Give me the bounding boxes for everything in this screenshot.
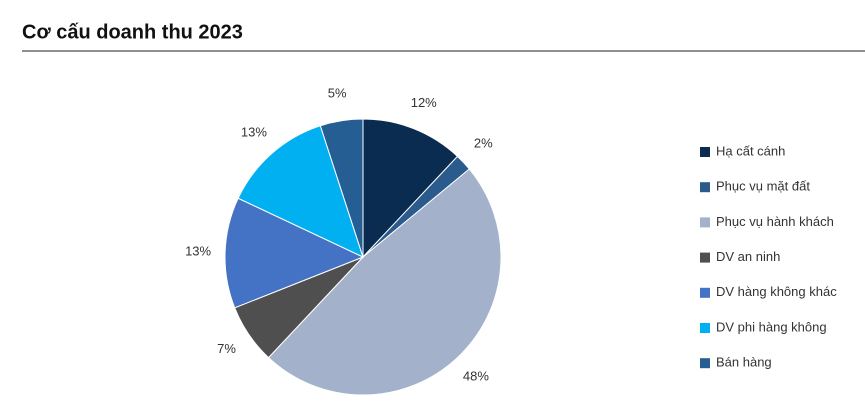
pie-slice — [267, 168, 502, 396]
data-label: 13% — [185, 243, 211, 258]
data-label: 13% — [241, 125, 267, 140]
legend-label: DV an ninh — [716, 249, 780, 264]
legend-swatch — [700, 182, 710, 193]
pie-slice — [362, 118, 459, 259]
legend-label: Phục vụ mặt đất — [716, 179, 810, 194]
data-label: 5% — [328, 85, 347, 100]
legend-swatch — [700, 147, 710, 157]
legend-swatch — [700, 252, 710, 263]
legend-swatch — [700, 358, 710, 369]
data-label: 12% — [411, 95, 437, 110]
legend-swatch — [700, 217, 710, 228]
legend-label: DV phi hàng không — [716, 319, 827, 334]
data-label: 2% — [474, 135, 493, 150]
legend-label: Bán hàng — [716, 355, 772, 370]
legend-label: DV hàng không khác — [716, 284, 837, 299]
legend-swatch — [700, 287, 710, 298]
data-label: 48% — [463, 369, 489, 384]
pie-slice — [224, 197, 365, 309]
data-label: 7% — [217, 341, 236, 356]
legend-label: Hạ cất cánh — [716, 143, 785, 158]
pie-slice — [319, 118, 364, 258]
legend-label: Phục vụ hành khách — [716, 214, 834, 229]
chart-title: Cơ cấu doanh thu 2023 — [22, 21, 243, 43]
pie-slice — [237, 125, 364, 258]
legend-swatch — [700, 323, 710, 333]
